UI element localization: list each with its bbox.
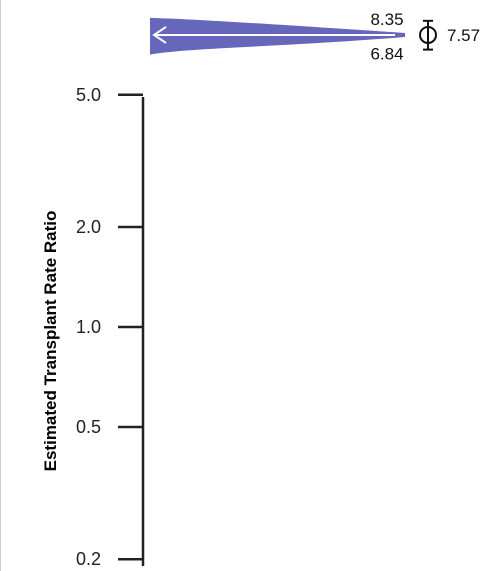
- y-tick-label: 5.0: [76, 85, 101, 105]
- lower-bound-label: 6.84: [370, 45, 403, 64]
- y-tick-label: 1.0: [76, 317, 101, 337]
- y-axis-ticks: 5.0 2.0 1.0 0.5 0.2: [76, 85, 143, 569]
- estimate-point: [419, 25, 437, 44]
- y-tick-label: 2.0: [76, 217, 101, 237]
- upper-bound-label: 8.35: [370, 10, 403, 29]
- series: 8.35 6.84 7.57: [150, 10, 480, 64]
- y-axis: 5.0 2.0 1.0 0.5 0.2: [76, 85, 145, 569]
- distribution-shape: [150, 17, 405, 55]
- estimate-label: 7.57: [447, 26, 480, 45]
- y-tick-label: 0.5: [76, 417, 101, 437]
- y-tick-label: 0.2: [76, 549, 101, 569]
- arrow-head: [152, 26, 167, 44]
- y-axis-title: Estimated Transplant Rate Ratio: [41, 211, 60, 472]
